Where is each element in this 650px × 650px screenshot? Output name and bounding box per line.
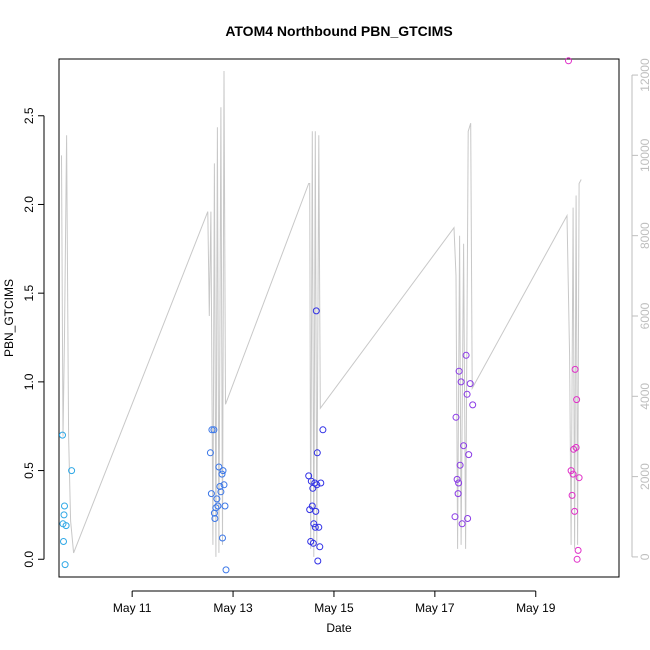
data-point <box>568 491 576 499</box>
data-point <box>315 523 323 531</box>
data-point <box>572 444 580 451</box>
data-point <box>571 365 579 373</box>
data-point <box>452 413 460 421</box>
data-point <box>217 488 225 496</box>
data-point <box>455 479 463 487</box>
data-point <box>62 522 70 530</box>
y2-tick-label: 0 <box>638 553 650 560</box>
x-axis: May 11 May 13 May 15 May 17 May 19 <box>113 590 556 615</box>
data-point <box>222 566 230 574</box>
data-point <box>565 57 572 65</box>
data-point <box>451 513 459 521</box>
data-point <box>319 426 327 434</box>
data-point <box>60 511 68 519</box>
data-point <box>68 467 76 475</box>
secondary-line-series <box>61 70 582 557</box>
data-point <box>463 390 471 398</box>
y-tick-label: 2.0 <box>22 196 36 213</box>
data-point <box>215 463 223 471</box>
y2-tick-label: 2000 <box>638 463 650 490</box>
data-point <box>312 307 320 315</box>
x-tick-label: May 11 <box>113 601 152 615</box>
x-tick-label: May 13 <box>213 601 253 615</box>
data-point <box>574 546 582 554</box>
data-point <box>462 351 470 359</box>
data-point <box>207 490 215 498</box>
data-point <box>208 426 216 434</box>
data-point <box>219 467 227 475</box>
data-point <box>569 470 577 478</box>
data-point <box>216 483 224 490</box>
data-point <box>308 502 316 510</box>
y2-tick-label: 4000 <box>638 383 650 410</box>
data-point <box>310 520 318 528</box>
data-point <box>573 555 581 563</box>
y-tick-label: 0.0 <box>22 551 36 568</box>
x-tick-label: May 19 <box>516 601 556 615</box>
data-point <box>213 495 221 503</box>
data-point <box>456 461 464 469</box>
data-point <box>454 490 462 498</box>
data-point <box>465 451 473 459</box>
y-tick-label: 2.5 <box>22 107 36 124</box>
data-point <box>212 504 220 512</box>
y-tick-label: 0.5 <box>22 462 36 479</box>
y2-tick-label: 12000 <box>638 58 650 92</box>
data-point <box>219 534 226 542</box>
data-point <box>312 507 320 515</box>
data-point <box>464 515 472 522</box>
data-point <box>316 543 324 551</box>
data-point <box>206 449 214 457</box>
scatter-points <box>59 57 583 574</box>
data-point <box>314 557 322 565</box>
data-point <box>453 475 461 483</box>
y2-tick-label: 6000 <box>638 302 650 329</box>
data-point <box>457 378 465 386</box>
data-point <box>59 431 66 439</box>
data-point <box>218 470 226 478</box>
data-point <box>313 481 321 489</box>
y-axis-right: 0 2000 4000 6000 8000 10000 12000 <box>631 58 650 560</box>
data-point <box>455 367 463 375</box>
data-point <box>573 396 581 404</box>
data-point <box>60 538 67 545</box>
plot-area-border <box>58 58 620 578</box>
x-tick-label: May 15 <box>314 601 354 615</box>
data-point <box>313 449 321 457</box>
data-point <box>575 474 583 482</box>
line-series-path <box>61 70 582 557</box>
y2-tick-label: 10000 <box>638 138 650 172</box>
y2-tick-label: 8000 <box>638 222 650 249</box>
x-tick-label: May 17 <box>415 601 455 615</box>
data-point <box>61 502 68 510</box>
data-point <box>460 442 468 450</box>
data-point <box>214 502 222 510</box>
data-point <box>309 539 317 547</box>
data-point <box>221 502 229 510</box>
data-point <box>567 467 575 475</box>
data-point <box>61 561 69 569</box>
data-point <box>311 523 319 531</box>
data-point <box>458 520 466 528</box>
data-point <box>210 426 218 434</box>
x-axis-label: Date <box>326 621 352 635</box>
chart-title: ATOM4 Northbound PBN_GTCIMS <box>225 23 452 39</box>
data-point <box>469 401 477 409</box>
data-point <box>220 481 228 489</box>
data-point <box>571 507 579 515</box>
y-tick-label: 1.0 <box>22 373 36 390</box>
y-axis-label: PBN_GTCIMS <box>2 279 16 357</box>
data-point <box>307 477 315 485</box>
data-point <box>211 515 219 522</box>
y-tick-label: 1.5 <box>22 285 36 302</box>
data-point <box>466 380 474 388</box>
data-point <box>317 479 325 487</box>
y-axis-left: 0.0 0.5 1.0 1.5 2.0 2.5 <box>22 107 45 568</box>
